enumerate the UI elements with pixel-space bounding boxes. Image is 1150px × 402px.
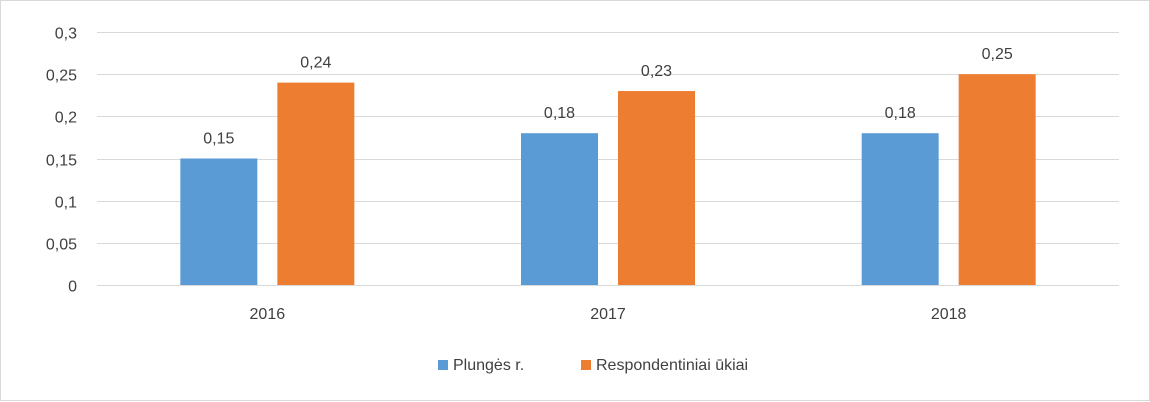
legend-swatch [581,360,591,370]
legend-swatch [438,360,448,370]
data-label: 0,15 [203,131,234,148]
gridlines [97,32,1119,286]
y-axis-ticks: 0 0,05 0,1 0,15 0,2 0,25 0,3 [46,26,77,296]
data-label: 0,23 [641,63,672,80]
y-tick-label: 0,15 [46,153,77,170]
bar-plung-s-r--2018 [861,133,939,285]
bar-respondentiniai-kiai-2018 [958,74,1036,286]
bar-plung-s-r--2017 [521,133,598,285]
data-label: 0,25 [982,46,1013,63]
data-label: 0,24 [300,55,331,72]
y-tick-label: 0,1 [55,195,77,212]
bars [180,74,1036,286]
y-tick-label: 0,25 [46,68,77,85]
bar-plung-s-r--2016 [180,158,258,285]
x-tick-label: 2016 [250,306,286,323]
data-label: 0,18 [885,105,916,122]
y-tick-label: 0 [68,279,77,296]
legend-label: Plungės r. [453,357,524,374]
bar-respondentiniai-kiai-2017 [618,91,695,286]
y-tick-label: 0,3 [55,26,77,43]
x-tick-label: 2017 [590,306,626,323]
bar-respondentiniai-kiai-2016 [277,82,355,285]
legend: Plungės r. Respondentiniai ūkiai [438,357,748,374]
data-label: 0,18 [544,105,575,122]
x-axis-ticks: 2016 2017 2018 [250,306,967,323]
x-tick-label: 2018 [931,306,967,323]
y-tick-label: 0,05 [46,237,77,254]
data-labels: 0,15 0,24 0,18 0,23 0,18 0,25 [203,46,1013,147]
y-tick-label: 0,2 [55,110,77,127]
legend-label: Respondentiniai ūkiai [596,357,748,374]
